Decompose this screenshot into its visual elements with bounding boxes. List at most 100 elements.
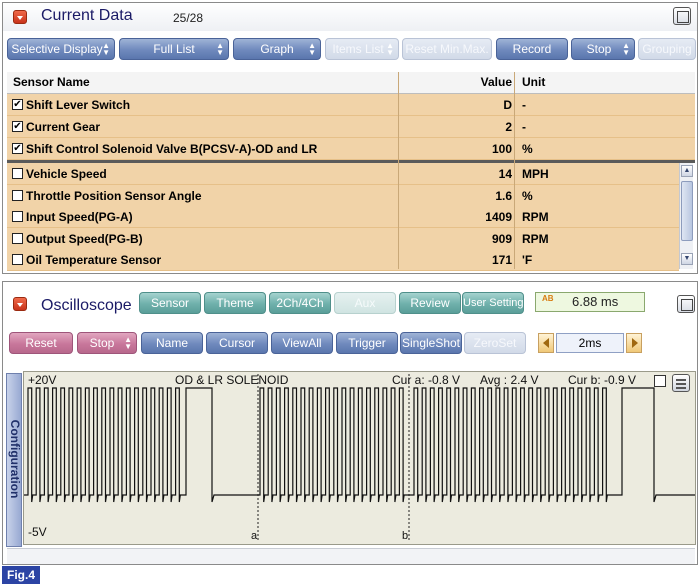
reset-button[interactable]: Reset bbox=[9, 332, 73, 354]
sensor-name: Throttle Position Sensor Angle bbox=[26, 188, 202, 203]
delta-time-icon: AB bbox=[542, 294, 554, 303]
time-div-decrease-icon[interactable] bbox=[538, 333, 554, 353]
oscilloscope-panel: Oscilloscope Sensor Theme 2Ch/4Ch Aux Re… bbox=[2, 281, 698, 565]
table-row[interactable]: Input Speed(PG-A) 1409 RPM bbox=[7, 206, 679, 228]
scroll-down-icon[interactable]: ▼ bbox=[681, 253, 693, 265]
row-checkbox[interactable] bbox=[12, 189, 23, 201]
row-checkbox[interactable] bbox=[12, 254, 23, 265]
table-scrollbar[interactable]: ▲ ▼ bbox=[679, 163, 693, 269]
reset-min-max-button[interactable]: Reset Min.Max. bbox=[402, 38, 492, 60]
scroll-up-icon[interactable]: ▲ bbox=[681, 165, 693, 177]
maximize-icon[interactable] bbox=[673, 7, 691, 25]
collapse-icon[interactable] bbox=[13, 297, 27, 311]
name-button[interactable]: Name bbox=[141, 332, 203, 354]
table-row[interactable]: ✔ Current Gear 2- bbox=[7, 116, 695, 138]
time-readout-value: 6.88 ms bbox=[572, 294, 619, 309]
aux-button[interactable]: Aux bbox=[334, 292, 396, 314]
spin-icon: ▲ ▼ bbox=[102, 41, 110, 57]
graph-button[interactable]: Graph ▲ ▼ bbox=[233, 38, 321, 60]
column-divider bbox=[514, 72, 515, 269]
review-button[interactable]: Review bbox=[399, 292, 461, 314]
stop-button[interactable]: Stop ▲ ▼ bbox=[77, 332, 137, 354]
sensor-value: 909 bbox=[491, 231, 512, 246]
stop-button[interactable]: Stop ▲ ▼ bbox=[571, 38, 635, 60]
sensor-value: 100 bbox=[491, 142, 512, 156]
average-readout: Avg : 2.4 V bbox=[480, 373, 539, 387]
sensor-name: Vehicle Speed bbox=[26, 167, 107, 181]
scope-horizontal-scrollbar[interactable] bbox=[7, 548, 695, 564]
table-row[interactable]: Output Speed(PG-B) 909 RPM bbox=[7, 227, 679, 250]
sensor-name: Output Speed(PG-B) bbox=[26, 231, 143, 246]
sensor-value: 1409 bbox=[485, 210, 512, 224]
spin-icon: ▲ ▼ bbox=[216, 41, 224, 57]
collapse-icon[interactable] bbox=[13, 10, 27, 24]
theme-button[interactable]: Theme bbox=[204, 292, 266, 314]
row-checkbox[interactable] bbox=[12, 211, 23, 222]
row-checkbox[interactable] bbox=[12, 232, 23, 244]
row-checkbox[interactable] bbox=[12, 168, 23, 179]
user-setting-button[interactable]: User Setting bbox=[462, 292, 524, 314]
table-row[interactable]: ✔ Shift Lever Switch D - bbox=[7, 94, 695, 116]
channel-name-label: OD & LR SOLENOID bbox=[175, 373, 289, 387]
cursor-b-readout: Cur b: -0.9 V bbox=[568, 373, 637, 387]
sensor-button[interactable]: Sensor bbox=[139, 292, 201, 314]
scope-svg bbox=[24, 374, 695, 542]
view-all-button[interactable]: ViewAll bbox=[271, 332, 333, 354]
spin-icon: ▲ ▼ bbox=[124, 335, 132, 351]
panel-title: Current Data bbox=[41, 7, 133, 24]
sensor-name: Input Speed(PG-A) bbox=[26, 210, 133, 224]
sensor-unit: - bbox=[522, 98, 526, 112]
cursor-a-readout: Cur a: -0.8 V bbox=[392, 373, 461, 387]
sensor-unit: RPM bbox=[522, 210, 549, 224]
scope-display[interactable]: +20V OD & LR SOLENOID Cur a: -0.8 V Avg … bbox=[23, 371, 696, 545]
single-shot-button[interactable]: SingleShot bbox=[400, 332, 462, 354]
row-checkbox[interactable]: ✔ bbox=[12, 121, 23, 132]
sensor-unit: MPH bbox=[522, 167, 549, 181]
sensor-value: 14 bbox=[498, 167, 512, 181]
row-checkbox[interactable]: ✔ bbox=[12, 99, 23, 110]
item-counter: 25/28 bbox=[173, 11, 204, 25]
table-row[interactable]: ✔ Shift Control Solenoid Valve B(PCSV-A)-… bbox=[7, 138, 695, 160]
time-div-value: 2ms bbox=[556, 333, 624, 353]
sensor-unit: % bbox=[522, 142, 533, 156]
sensor-unit: % bbox=[522, 188, 533, 203]
channel-checkbox[interactable] bbox=[654, 375, 666, 387]
column-header-sensor: Sensor Name bbox=[13, 75, 90, 89]
table-row[interactable]: Throttle Position Sensor Angle 1.6% bbox=[7, 184, 679, 207]
row-checkbox[interactable]: ✔ bbox=[12, 143, 23, 154]
record-button[interactable]: Record bbox=[496, 38, 568, 60]
spin-icon: ▲ ▼ bbox=[386, 41, 394, 57]
cursor-a-marker: a bbox=[251, 530, 258, 542]
full-list-button[interactable]: Full List ▲ ▼ bbox=[119, 38, 229, 60]
2ch-4ch-button[interactable]: 2Ch/4Ch bbox=[269, 292, 331, 314]
scroll-thumb[interactable] bbox=[681, 181, 693, 241]
column-header-value: Value bbox=[480, 75, 512, 89]
waveform-trace bbox=[24, 387, 695, 503]
table-row[interactable]: Vehicle Speed 14 MPH bbox=[7, 163, 679, 185]
sensor-unit: RPM bbox=[522, 231, 549, 246]
configuration-tab-label: Configuration bbox=[8, 419, 22, 499]
time-div-increase-icon[interactable] bbox=[626, 333, 642, 353]
sensor-value: 2 bbox=[505, 120, 512, 134]
sensor-name: Current Gear bbox=[26, 120, 101, 134]
time-readout: AB 6.88 ms bbox=[535, 292, 645, 312]
top-voltage-label: +20V bbox=[28, 373, 57, 387]
cursor-button[interactable]: Cursor bbox=[206, 332, 268, 354]
configuration-tab[interactable]: Configuration bbox=[6, 373, 22, 547]
sensor-value: 1.6 bbox=[495, 188, 512, 203]
column-divider bbox=[398, 72, 399, 269]
selective-display-button[interactable]: Selective Display ▲ ▼ bbox=[7, 38, 115, 60]
maximize-icon[interactable] bbox=[677, 295, 695, 313]
grouping-button[interactable]: Grouping bbox=[638, 38, 696, 60]
items-list-button[interactable]: Items List ▲ ▼ bbox=[325, 38, 399, 60]
oscilloscope-title: Oscilloscope bbox=[41, 297, 132, 314]
sensor-unit: 'F bbox=[522, 253, 533, 267]
sensor-value: 171 bbox=[491, 253, 512, 267]
bottom-voltage-label: -5V bbox=[28, 525, 47, 539]
zero-set-button[interactable]: ZeroSet bbox=[464, 332, 526, 354]
spin-icon: ▲ ▼ bbox=[622, 41, 630, 57]
table-row[interactable]: Oil Temperature Sensor 171 'F bbox=[7, 249, 679, 271]
trigger-button[interactable]: Trigger bbox=[336, 332, 398, 354]
scope-menu-icon[interactable] bbox=[672, 374, 690, 392]
spin-icon: ▲ ▼ bbox=[308, 41, 316, 57]
